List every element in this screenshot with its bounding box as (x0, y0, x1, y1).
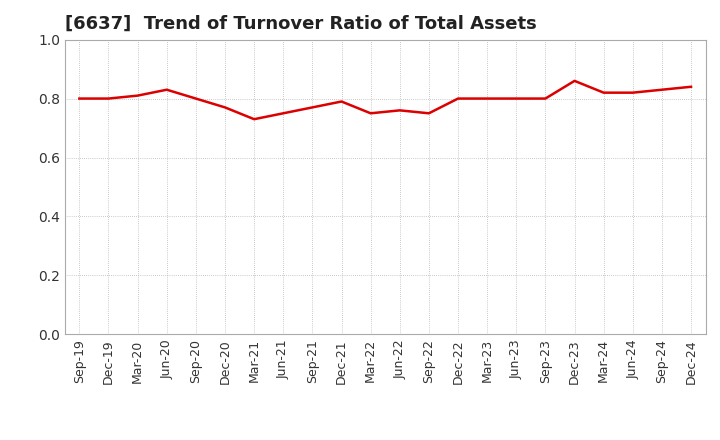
Text: [6637]  Trend of Turnover Ratio of Total Assets: [6637] Trend of Turnover Ratio of Total … (65, 15, 536, 33)
